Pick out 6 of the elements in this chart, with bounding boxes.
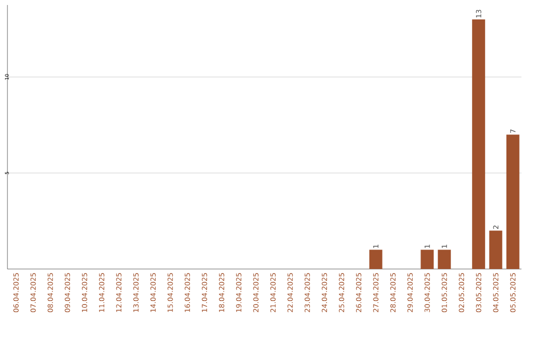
bar	[506, 134, 520, 269]
bar	[489, 230, 502, 269]
bar	[472, 19, 486, 269]
bar	[438, 250, 451, 269]
bar	[420, 250, 434, 269]
bar	[369, 250, 382, 269]
